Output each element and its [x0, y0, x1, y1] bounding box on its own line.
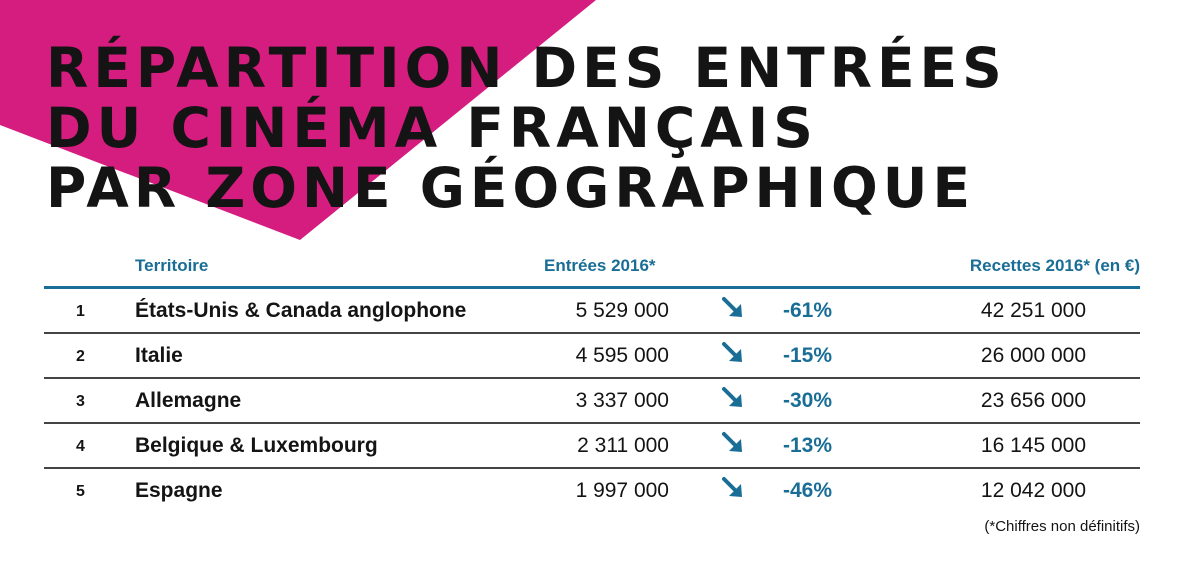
rank-cell: 4: [76, 438, 85, 455]
table-header: Territoire Entrées 2016* Recettes 2016* …: [44, 250, 1140, 289]
revenue-cell: 26 000 000: [980, 344, 1086, 367]
revenue-cell: 16 145 000: [980, 434, 1086, 457]
revenue-cell: 12 042 000: [980, 479, 1086, 502]
rank-cell: 2: [76, 348, 85, 365]
table-row: 3 Allemagne 3 337 000 -30% 23 656 000: [44, 379, 1140, 424]
change-cell: -61%: [782, 299, 832, 322]
arrow-down-right-icon: [722, 342, 742, 362]
territory-cell: Espagne: [135, 479, 223, 502]
entries-cell: 2 311 000: [577, 434, 669, 457]
header-entrees: Entrées 2016*: [544, 256, 656, 275]
table-row: 2 Italie 4 595 000 -15% 26 000 000: [44, 334, 1140, 379]
title-line-2: DU CINÉMA FRANÇAIS: [46, 96, 818, 160]
table-row: 1 États-Unis & Canada anglophone 5 529 0…: [44, 289, 1140, 334]
territory-cell: Allemagne: [135, 389, 242, 412]
territory-cell: États-Unis & Canada anglophone: [135, 299, 467, 322]
territory-cell: Belgique & Luxembourg: [135, 434, 378, 457]
rank-cell: 3: [76, 393, 85, 410]
arrow-down-right-icon: [722, 387, 742, 407]
territory-cell: Italie: [135, 344, 183, 367]
footnote: (*Chiffres non définitifs): [984, 518, 1140, 535]
arrow-down-right-icon: [722, 297, 742, 317]
change-cell: -30%: [782, 389, 832, 412]
rank-cell: 1: [76, 303, 85, 320]
change-cell: -13%: [782, 434, 832, 457]
rank-cell: 5: [76, 483, 85, 500]
entries-cell: 3 337 000: [575, 389, 669, 412]
entries-cell: 4 595 000: [575, 344, 669, 367]
entries-cell: 1 997 000: [575, 479, 669, 502]
table-row: 5 Espagne 1 997 000 -46% 12 042 000: [44, 469, 1140, 512]
header-recettes: Recettes 2016* (en €): [969, 256, 1140, 275]
header-territoire: Territoire: [135, 256, 209, 275]
entries-cell: 5 529 000: [575, 299, 669, 322]
change-cell: -15%: [782, 344, 832, 367]
title-line-1: RÉPARTITION DES ENTRÉES: [46, 36, 1007, 100]
page-title: RÉPARTITION DES ENTRÉES DU CINÉMA FRANÇA…: [46, 38, 1007, 218]
entries-table: Territoire Entrées 2016* Recettes 2016* …: [44, 250, 1140, 535]
arrow-down-right-icon: [722, 432, 742, 452]
change-cell: -46%: [782, 479, 832, 502]
arrow-down-right-icon: [722, 477, 742, 497]
title-line-3: PAR ZONE GÉOGRAPHIQUE: [46, 156, 976, 220]
revenue-cell: 42 251 000: [980, 299, 1086, 322]
revenue-cell: 23 656 000: [980, 389, 1086, 412]
table-row: 4 Belgique & Luxembourg 2 311 000 -13% 1…: [44, 424, 1140, 469]
